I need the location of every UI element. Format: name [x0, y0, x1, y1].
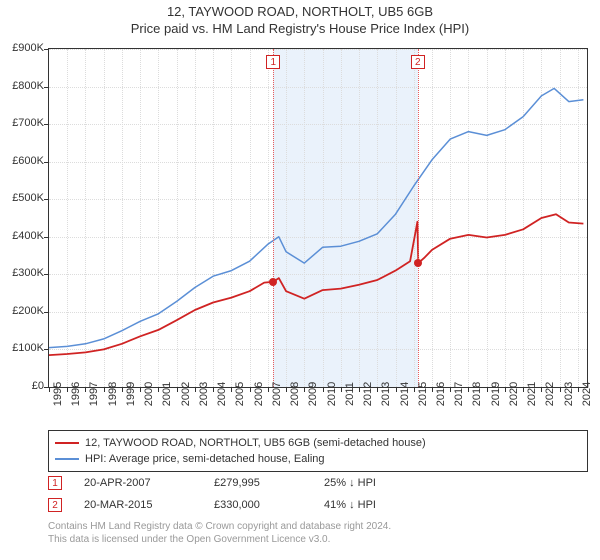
x-tick-label: 1996 — [70, 382, 82, 406]
y-tick-label: £300K — [0, 267, 44, 279]
x-tick-label: 2019 — [490, 382, 502, 406]
footer-line: This data is licensed under the Open Gov… — [48, 533, 391, 546]
x-tick-label: 1997 — [88, 382, 100, 406]
y-tick-label: £700K — [0, 117, 44, 129]
y-tick-label: £200K — [0, 305, 44, 317]
x-tick-label: 2011 — [344, 382, 356, 406]
legend-item: HPI: Average price, semi-detached house,… — [55, 451, 581, 467]
x-tick-label: 2000 — [143, 382, 155, 406]
x-tick-label: 2013 — [380, 382, 392, 406]
x-tick-label: 1995 — [52, 382, 64, 406]
legend-item: 12, TAYWOOD ROAD, NORTHOLT, UB5 6GB (sem… — [55, 435, 581, 451]
y-tick-label: £400K — [0, 230, 44, 242]
chart-container: 12, TAYWOOD ROAD, NORTHOLT, UB5 6GB Pric… — [0, 0, 600, 560]
sale-pct: 25% ↓ HPI — [324, 477, 444, 489]
x-tick-label: 2004 — [216, 382, 228, 406]
x-tick-label: 2016 — [435, 382, 447, 406]
x-tick-label: 2023 — [563, 382, 575, 406]
sale-marker-icon: 2 — [48, 498, 62, 512]
legend: 12, TAYWOOD ROAD, NORTHOLT, UB5 6GB (sem… — [48, 430, 588, 472]
x-tick-label: 2003 — [198, 382, 210, 406]
x-tick-label: 2001 — [161, 382, 173, 406]
sales-row: 1 20-APR-2007 £279,995 25% ↓ HPI — [48, 472, 444, 494]
sales-row: 2 20-MAR-2015 £330,000 41% ↓ HPI — [48, 494, 444, 516]
x-tick-label: 2002 — [180, 382, 192, 406]
sale-point-dot — [269, 278, 277, 286]
sales-table: 1 20-APR-2007 £279,995 25% ↓ HPI 2 20-MA… — [48, 472, 444, 516]
x-tick-label: 2024 — [581, 382, 593, 406]
y-tick-label: £600K — [0, 155, 44, 167]
sale-date: 20-APR-2007 — [84, 477, 214, 489]
sale-point-dot — [414, 259, 422, 267]
x-tick-label: 2005 — [234, 382, 246, 406]
plot-area: 12 — [48, 48, 588, 388]
legend-swatch — [55, 458, 79, 460]
y-tick-label: £800K — [0, 80, 44, 92]
legend-swatch — [55, 442, 79, 444]
sale-marker-icon: 1 — [266, 55, 280, 69]
x-tick-label: 2010 — [326, 382, 338, 406]
x-tick-label: 2007 — [271, 382, 283, 406]
x-tick-label: 2012 — [362, 382, 374, 406]
y-tick-label: £500K — [0, 192, 44, 204]
x-tick-label: 2015 — [417, 382, 429, 406]
x-tick-label: 1998 — [107, 382, 119, 406]
x-tick-label: 2008 — [289, 382, 301, 406]
y-tick-label: £100K — [0, 342, 44, 354]
chart-title: 12, TAYWOOD ROAD, NORTHOLT, UB5 6GB — [0, 4, 600, 19]
x-tick-label: 2006 — [253, 382, 265, 406]
x-tick-label: 1999 — [125, 382, 137, 406]
y-tick-label: £900K — [0, 42, 44, 54]
footer-attribution: Contains HM Land Registry data © Crown c… — [48, 520, 391, 546]
y-tick-label: £0 — [0, 380, 44, 392]
sale-price: £330,000 — [214, 499, 324, 511]
sale-marker-icon: 2 — [411, 55, 425, 69]
x-tick-label: 2020 — [508, 382, 520, 406]
x-tick-label: 2018 — [471, 382, 483, 406]
sale-date: 20-MAR-2015 — [84, 499, 214, 511]
x-tick-label: 2009 — [307, 382, 319, 406]
sale-marker-icon: 1 — [48, 476, 62, 490]
x-tick-label: 2021 — [526, 382, 538, 406]
legend-label: 12, TAYWOOD ROAD, NORTHOLT, UB5 6GB (sem… — [85, 435, 426, 451]
x-tick-label: 2017 — [453, 382, 465, 406]
x-tick-label: 2014 — [399, 382, 411, 406]
x-tick-label: 2022 — [544, 382, 556, 406]
legend-label: HPI: Average price, semi-detached house,… — [85, 451, 325, 467]
sale-pct: 41% ↓ HPI — [324, 499, 444, 511]
footer-line: Contains HM Land Registry data © Crown c… — [48, 520, 391, 533]
sale-price: £279,995 — [214, 477, 324, 489]
line-series-svg — [49, 49, 587, 387]
chart-subtitle: Price paid vs. HM Land Registry's House … — [0, 21, 600, 36]
